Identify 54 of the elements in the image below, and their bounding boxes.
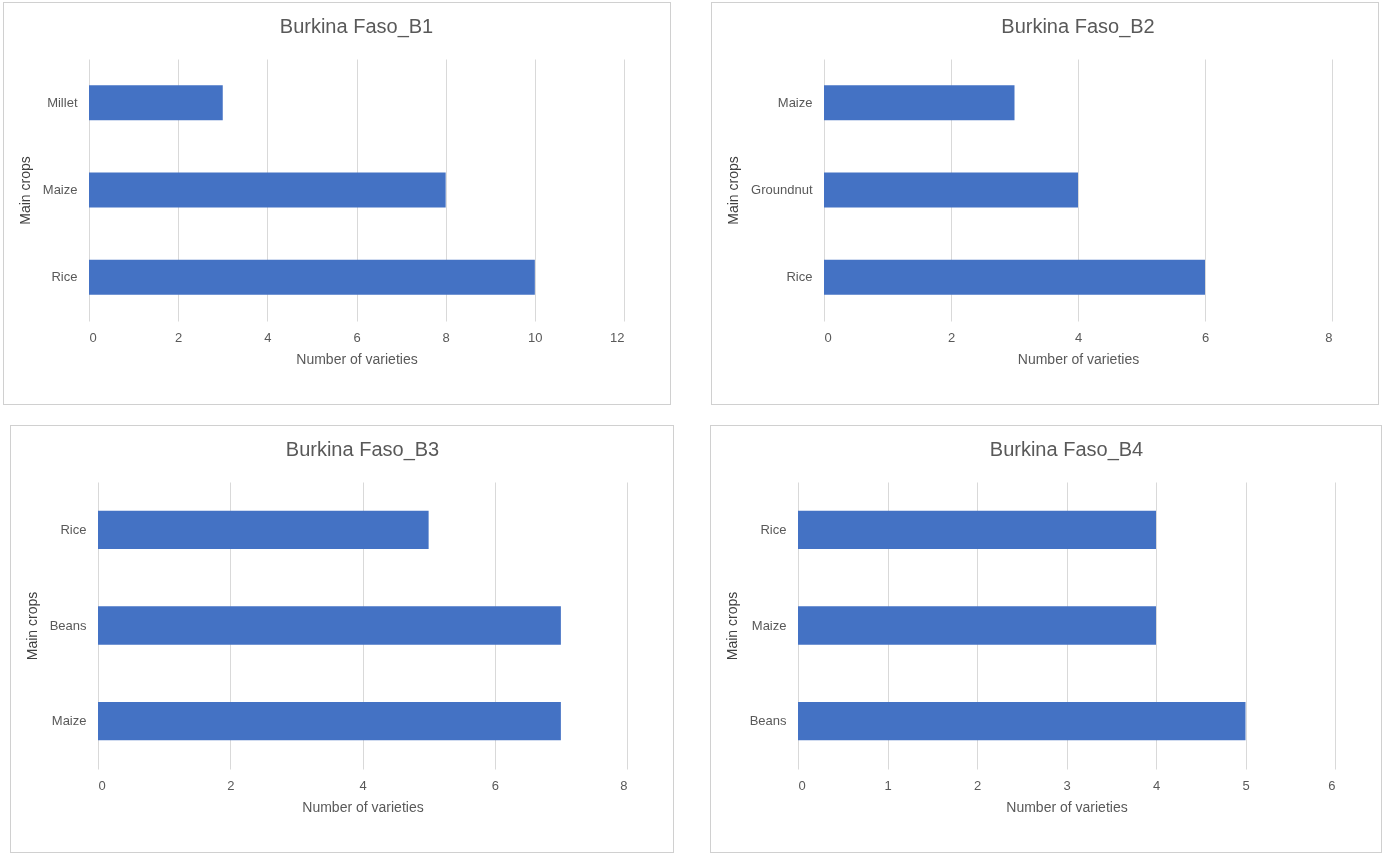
bar bbox=[89, 259, 535, 295]
y-tick-label: Beans bbox=[49, 617, 87, 633]
bar bbox=[824, 85, 1015, 121]
y-axis-title: Main crops bbox=[23, 591, 40, 661]
x-tick-label: 0 bbox=[89, 329, 97, 345]
x-axis-title: Number of varieties bbox=[1006, 798, 1128, 815]
x-tick-label: 4 bbox=[359, 777, 367, 793]
chart-title: Burkina Faso_B1 bbox=[279, 15, 434, 38]
y-tick-label: Rice bbox=[786, 269, 813, 285]
y-axis-title: Main crops bbox=[16, 156, 33, 225]
x-axis-title: Number of varieties bbox=[1017, 350, 1140, 367]
x-tick-label: 2 bbox=[175, 329, 183, 345]
x-tick-label: 4 bbox=[1152, 777, 1161, 793]
y-tick-label: Rice bbox=[760, 521, 787, 537]
x-axis-title: Number of varieties bbox=[296, 350, 418, 367]
y-tick-label: Groundnut bbox=[751, 182, 813, 197]
y-tick-label: Maize bbox=[777, 94, 813, 110]
x-tick-label: 8 bbox=[620, 777, 628, 793]
chart-title: Burkina Faso_B4 bbox=[989, 438, 1144, 461]
y-tick-label: Maize bbox=[751, 617, 787, 633]
x-tick-label: 8 bbox=[442, 329, 450, 345]
x-tick-label: 1 bbox=[884, 777, 892, 793]
x-tick-label: 6 bbox=[491, 777, 499, 793]
y-tick-label: Rice bbox=[51, 269, 78, 285]
x-tick-label: 6 bbox=[1201, 329, 1210, 345]
y-axis-title: Main crops bbox=[723, 591, 740, 661]
x-axis-title: Number of varieties bbox=[302, 798, 424, 815]
x-tick-label: 0 bbox=[824, 329, 832, 345]
x-tick-label: 6 bbox=[353, 329, 361, 345]
x-tick-label: 2 bbox=[227, 777, 235, 793]
x-tick-label: 2 bbox=[947, 329, 956, 345]
bar bbox=[89, 172, 446, 208]
x-tick-label: 0 bbox=[98, 777, 106, 793]
chart-title: Burkina Faso_B2 bbox=[1001, 15, 1155, 38]
x-tick-label: 4 bbox=[1074, 329, 1083, 345]
bar bbox=[824, 172, 1078, 208]
bar bbox=[89, 85, 223, 121]
x-tick-label: 0 bbox=[798, 777, 806, 793]
x-tick-label: 8 bbox=[1325, 329, 1333, 345]
y-tick-label: Maize bbox=[42, 182, 78, 197]
x-tick-label: 12 bbox=[610, 329, 625, 345]
x-tick-label: 6 bbox=[1328, 777, 1336, 793]
x-tick-label: 4 bbox=[264, 329, 272, 345]
x-tick-label: 3 bbox=[1063, 777, 1071, 793]
x-tick-label: 10 bbox=[528, 329, 543, 345]
y-tick-label: Millet bbox=[47, 94, 78, 110]
y-tick-label: Beans bbox=[749, 713, 787, 729]
x-tick-label: 5 bbox=[1242, 777, 1250, 793]
x-tick-label: 2 bbox=[973, 777, 982, 793]
y-axis-title: Main crops bbox=[725, 156, 742, 225]
y-tick-label: Maize bbox=[51, 713, 87, 729]
bar bbox=[824, 259, 1205, 295]
y-tick-label: Rice bbox=[60, 521, 87, 537]
chart-title: Burkina Faso_B3 bbox=[285, 438, 440, 461]
